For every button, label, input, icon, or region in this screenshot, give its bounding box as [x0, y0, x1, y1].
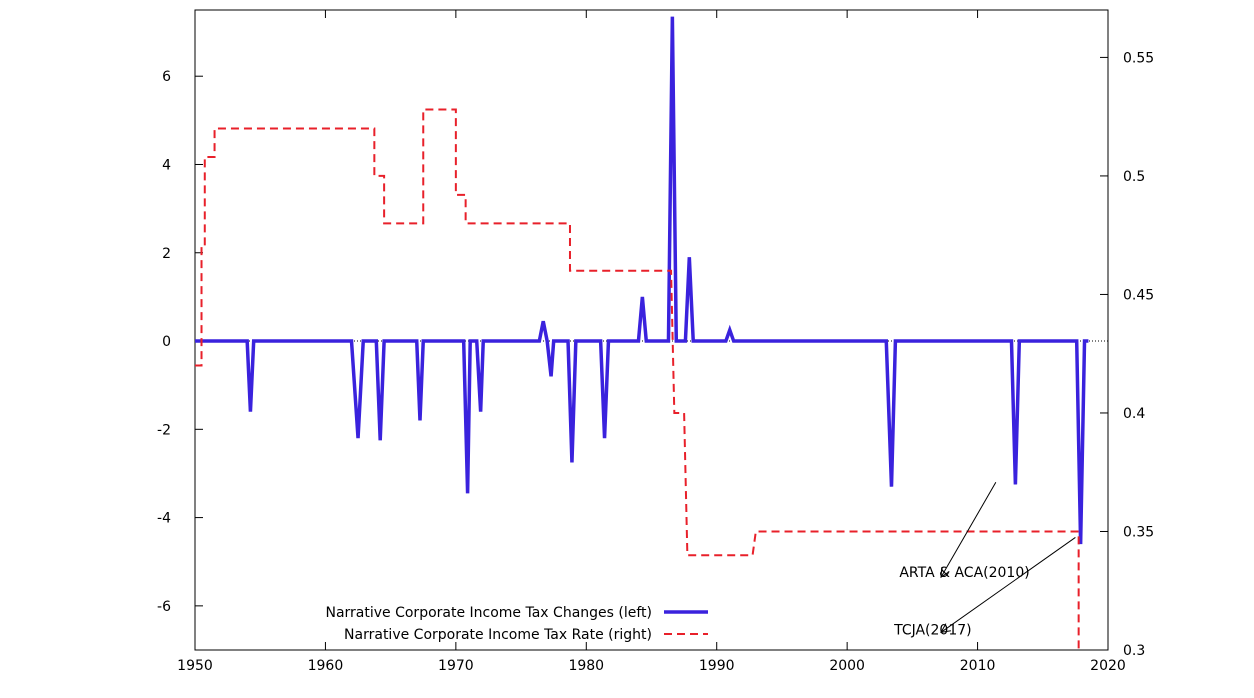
y-left-tick-label: 6 — [162, 69, 171, 85]
annotation-arrow — [940, 537, 1076, 633]
x-tick-label: 1990 — [699, 658, 735, 674]
y-right-tick-label: 0.45 — [1123, 287, 1154, 303]
x-tick-label: 2000 — [829, 658, 865, 674]
y-right-tick-label: 0.5 — [1123, 169, 1145, 185]
x-axis-ticks: 1950 1960 1970 1980 1990 2000 2010 2020 — [177, 10, 1126, 674]
series-line-tax-changes — [195, 16, 1089, 545]
y-right-tick-label: 0.55 — [1123, 50, 1154, 66]
series-layer — [195, 16, 1089, 650]
y-left-tick-label: -6 — [157, 599, 171, 615]
legend: Narrative Corporate Income Tax Changes (… — [325, 605, 708, 643]
y-left-tick-label: 4 — [162, 157, 171, 173]
x-tick-label: 1980 — [568, 658, 604, 674]
annotation-label: TCJA(2017) — [893, 623, 972, 639]
series-line-tax-rate — [195, 108, 1080, 650]
annotation-arrow — [940, 482, 997, 578]
x-tick-label: 1970 — [438, 658, 474, 674]
y-right-axis-ticks: 0.3 0.35 0.4 0.45 0.5 0.55 — [1100, 50, 1154, 659]
y-right-tick-label: 0.35 — [1123, 524, 1154, 540]
annotation-layer: ARTA & ACA(2010) TCJA(2017) — [893, 482, 1076, 639]
y-left-tick-label: -4 — [157, 511, 171, 527]
x-tick-label: 2020 — [1090, 658, 1126, 674]
y-left-tick-label: 0 — [162, 334, 171, 350]
y-left-tick-label: 2 — [162, 246, 171, 262]
y-left-tick-label: -2 — [157, 422, 171, 438]
annotation-arrowhead — [940, 623, 951, 634]
annotation-arrowhead — [940, 567, 950, 579]
x-tick-label: 1950 — [177, 658, 213, 674]
y-right-tick-label: 0.3 — [1123, 643, 1145, 659]
plot-frame — [194, 9, 1109, 651]
x-tick-label: 1960 — [308, 658, 344, 674]
legend-label: Narrative Corporate Income Tax Rate (rig… — [344, 627, 652, 643]
x-tick-label: 2010 — [960, 658, 996, 674]
annotation-label: ARTA & ACA(2010) — [899, 565, 1029, 581]
legend-label: Narrative Corporate Income Tax Changes (… — [325, 605, 652, 621]
y-right-tick-label: 0.4 — [1123, 406, 1145, 422]
